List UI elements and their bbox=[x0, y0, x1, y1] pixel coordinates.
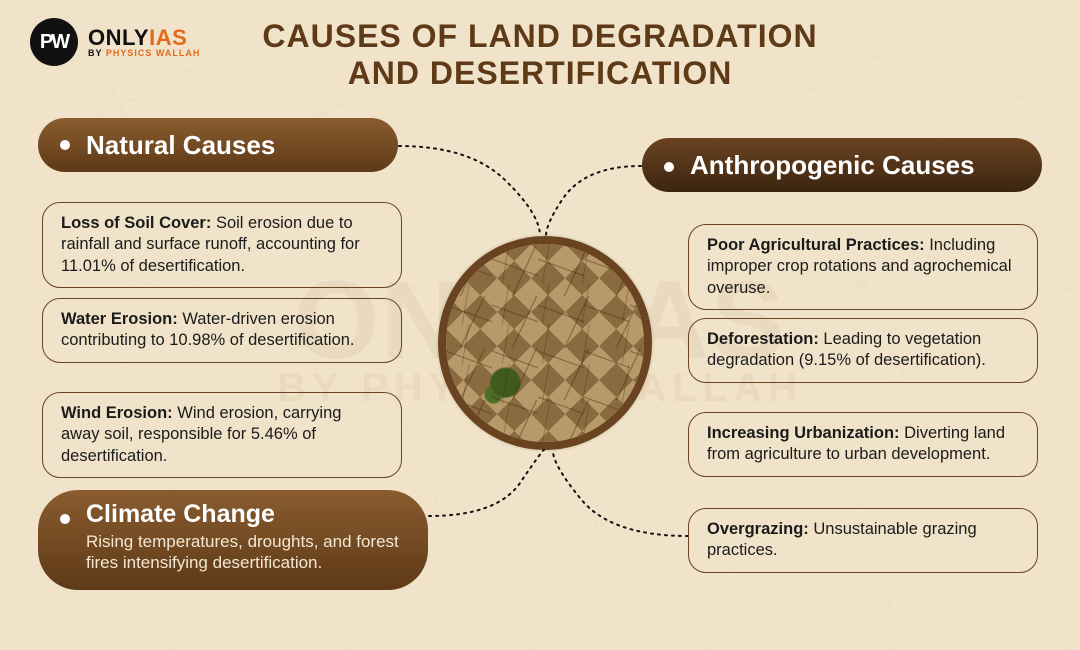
heading-anthropogenic: Anthropogenic Causes bbox=[690, 152, 1014, 178]
heading-climate: Climate Change bbox=[86, 502, 400, 527]
box-urbanization: Increasing Urbanization: Diverting land … bbox=[688, 412, 1038, 477]
box-title: Loss of Soil Cover: bbox=[61, 214, 211, 232]
box-title: Poor Agricultural Practices: bbox=[707, 236, 925, 254]
box-wind-erosion: Wind Erosion: Wind erosion, carrying awa… bbox=[42, 392, 402, 478]
box-title: Deforestation: bbox=[707, 330, 819, 348]
pill-natural-causes: Natural Causes bbox=[38, 118, 398, 172]
box-deforestation: Deforestation: Leading to vegetation deg… bbox=[688, 318, 1038, 383]
pill-climate-change: Climate Change Rising temperatures, drou… bbox=[38, 490, 428, 590]
box-overgrazing: Overgrazing: Unsustainable grazing pract… bbox=[688, 508, 1038, 573]
heading-natural: Natural Causes bbox=[86, 132, 370, 158]
box-loss-of-soil-cover: Loss of Soil Cover: Soil erosion due to … bbox=[42, 202, 402, 288]
box-title: Water Erosion: bbox=[61, 310, 178, 328]
box-water-erosion: Water Erosion: Water-driven erosion cont… bbox=[42, 298, 402, 363]
box-title: Overgrazing: bbox=[707, 520, 809, 538]
cracked-soil-icon bbox=[446, 244, 644, 442]
box-title: Wind Erosion: bbox=[61, 404, 173, 422]
box-poor-agri-practices: Poor Agricultural Practices: Including i… bbox=[688, 224, 1038, 310]
center-image-cracked-soil bbox=[438, 236, 652, 450]
title-line2: AND DESERTIFICATION bbox=[0, 55, 1080, 92]
pill-anthropogenic-causes: Anthropogenic Causes bbox=[642, 138, 1042, 192]
title-line1: CAUSES OF LAND DEGRADATION bbox=[0, 18, 1080, 55]
box-title: Increasing Urbanization: bbox=[707, 424, 900, 442]
page-title: CAUSES OF LAND DEGRADATION AND DESERTIFI… bbox=[0, 18, 1080, 92]
climate-desc: Rising temperatures, droughts, and fores… bbox=[86, 531, 400, 574]
